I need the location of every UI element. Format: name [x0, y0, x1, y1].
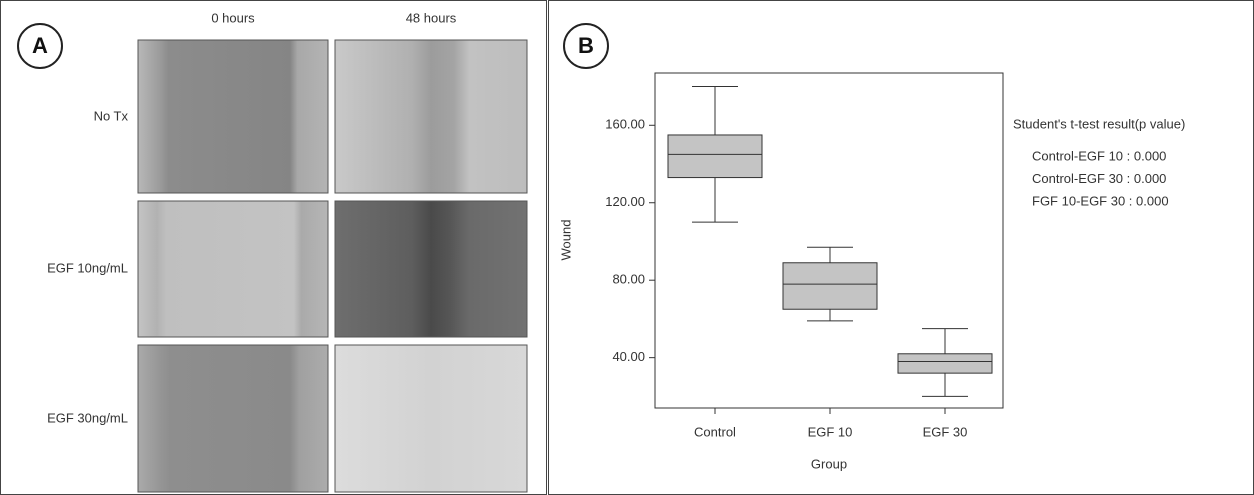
- micrograph: [138, 40, 328, 193]
- annotation: FGF 10-EGF 30 : 0.000: [1032, 193, 1169, 208]
- column-label: 48 hours: [406, 10, 457, 25]
- annotation-title: Student's t-test result(p value): [1013, 116, 1185, 131]
- x-tick-label: EGF 10: [808, 424, 853, 439]
- panel-label: B: [578, 33, 594, 58]
- annotation: Control-EGF 30 : 0.000: [1032, 171, 1166, 186]
- figure: A 0 hours 48 hours No Tx EGF 10ng/mL EGF…: [0, 0, 1254, 495]
- row-label: No Tx: [94, 108, 129, 123]
- box: [898, 354, 992, 373]
- y-tick-label: 120.00: [605, 194, 645, 209]
- x-axis-label: Group: [811, 456, 847, 471]
- micrograph: [335, 201, 527, 337]
- column-label: 0 hours: [211, 10, 255, 25]
- y-tick-label: 160.00: [605, 117, 645, 132]
- micrograph: [335, 345, 527, 492]
- y-tick-label: 40.00: [612, 349, 645, 364]
- box: [783, 263, 877, 309]
- panel-label: A: [32, 33, 48, 58]
- annotation: Control-EGF 10 : 0.000: [1032, 148, 1166, 163]
- row-label: EGF 10ng/mL: [47, 260, 128, 275]
- y-tick-label: 80.00: [612, 272, 645, 287]
- micrograph: [138, 201, 328, 337]
- box: [668, 135, 762, 178]
- panel-b-frame: [549, 1, 1254, 495]
- micrograph: [138, 345, 328, 492]
- x-tick-label: Control: [694, 424, 736, 439]
- x-tick-label: EGF 30: [923, 424, 968, 439]
- row-label: EGF 30ng/mL: [47, 410, 128, 425]
- y-axis-label: Wound: [558, 220, 573, 261]
- micrograph: [335, 40, 527, 193]
